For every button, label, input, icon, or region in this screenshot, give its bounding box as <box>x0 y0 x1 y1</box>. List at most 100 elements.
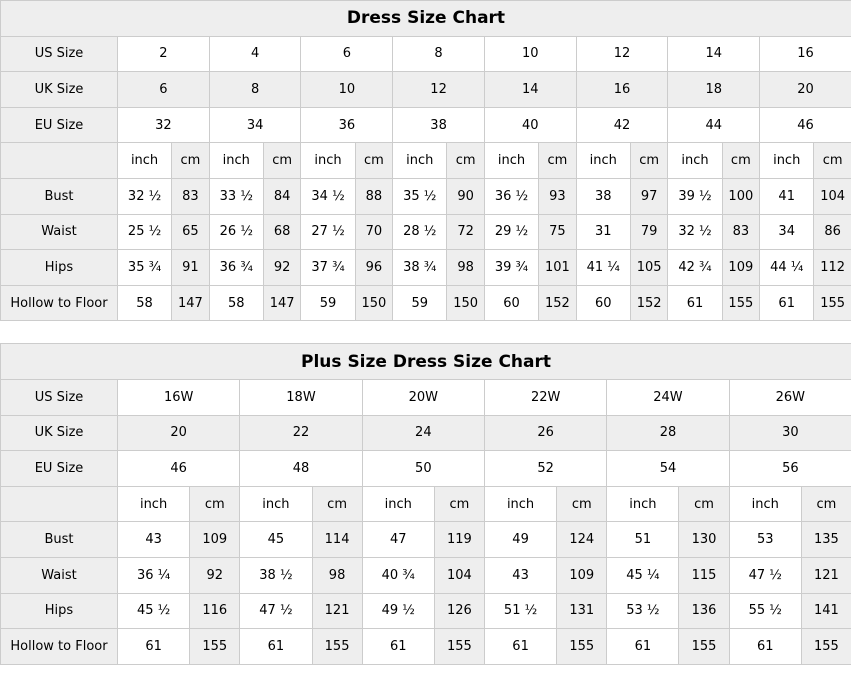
table-row: inch cm inch cm inch cm inch cm inch cm inch cm <box>0 485 851 523</box>
measure-cell-cm: 114 <box>311 521 363 558</box>
measure-cell-cm: 155 <box>800 628 851 665</box>
unit-cell-cm: cm <box>311 485 363 523</box>
table-row: Bust 43 109 45 114 47 119 49 124 51 130 53 135 <box>0 521 851 558</box>
unit-cell-cm: cm <box>556 485 608 523</box>
size-cell: 26 <box>483 414 608 452</box>
hollow-to-floor-label: Hollow to Floor <box>0 284 118 322</box>
unit-cell-inch: inch <box>300 142 356 179</box>
measure-cell-inch: 49 ½ <box>361 592 435 630</box>
measure-cell-inch: 25 ½ <box>116 213 173 251</box>
measure-cell-inch: 51 ½ <box>483 592 558 630</box>
unit-row-label <box>0 142 118 179</box>
measure-cell-cm: 83 <box>721 213 761 251</box>
measure-cell-cm: 115 <box>678 556 730 594</box>
measure-cell-cm: 150 <box>354 284 394 322</box>
size-cell: 36 <box>300 106 394 144</box>
size-cell: 16 <box>575 71 669 108</box>
measure-cell-inch: 61 <box>728 628 802 665</box>
eu-size-label: EU Size <box>0 450 118 487</box>
measure-cell-cm: 68 <box>262 213 302 251</box>
plus-size-dress-size-chart-table: Plus Size Dress Size Chart US Size 16W 18W 2… <box>0 343 851 665</box>
measure-cell-inch: 60 <box>483 284 540 322</box>
unit-cell-inch: inch <box>728 485 802 523</box>
size-cell: 44 <box>667 106 761 144</box>
measure-cell-cm: 155 <box>189 628 241 665</box>
unit-cell-cm: cm <box>721 142 761 179</box>
measure-cell-inch: 47 ½ <box>239 592 313 630</box>
measure-cell-cm: 83 <box>171 177 210 215</box>
size-cell: 54 <box>606 450 730 487</box>
waist-label: Waist <box>0 213 118 251</box>
size-cell: 46 <box>759 106 851 144</box>
table-row: Waist 36 ¼ 92 38 ½ 98 40 ¾ 104 43 109 45 ¼ 115 47 ½… <box>0 556 851 594</box>
size-cell: 52 <box>483 450 608 487</box>
measure-cell-inch: 47 ½ <box>728 556 802 594</box>
measure-cell-inch: 58 <box>208 284 264 322</box>
measure-cell-inch: 61 <box>239 628 313 665</box>
size-cell: 6 <box>117 71 210 108</box>
size-cell: 20W <box>361 378 485 416</box>
measure-cell-inch: 31 <box>575 213 631 251</box>
us-size-label: US Size <box>0 35 118 73</box>
size-cell: 16 <box>759 35 851 73</box>
unit-row-label <box>0 485 118 523</box>
measure-cell-inch: 33 ½ <box>208 177 264 215</box>
unit-cell-cm: cm <box>354 142 394 179</box>
measure-cell-cm: 96 <box>354 249 394 286</box>
table-row: inch cm inch cm inch cm inch cm inch cm inch cm inch… <box>0 142 851 179</box>
unit-cell-inch: inch <box>606 485 680 523</box>
measure-cell-cm: 91 <box>171 249 210 286</box>
table-row: US Size 2 4 6 8 10 12 14 16 <box>0 35 851 73</box>
unit-cell-cm: cm <box>171 142 210 179</box>
measure-cell-inch: 61 <box>483 628 558 665</box>
measure-cell-inch: 35 ½ <box>392 177 448 215</box>
us-size-label: US Size <box>0 378 118 416</box>
measure-cell-inch: 58 <box>116 284 173 322</box>
chart-title: Plus Size Dress Size Chart <box>0 343 851 380</box>
measure-cell-inch: 61 <box>667 284 723 322</box>
hips-label: Hips <box>0 249 118 286</box>
table-row: UK Size 20 22 24 26 28 30 <box>0 414 851 452</box>
size-cell: 4 <box>208 35 302 73</box>
unit-cell-cm: cm <box>813 142 851 179</box>
size-cell: 20 <box>759 71 851 108</box>
measure-cell-inch: 53 ½ <box>606 592 680 630</box>
measure-cell-cm: 100 <box>721 177 761 215</box>
measure-cell-inch: 40 ¾ <box>361 556 435 594</box>
size-cell: 14 <box>483 71 577 108</box>
measure-cell-cm: 65 <box>171 213 210 251</box>
size-cell: 10 <box>300 71 394 108</box>
measure-cell-inch: 61 <box>116 628 191 665</box>
size-cell: 22 <box>239 414 363 452</box>
measure-cell-cm: 90 <box>446 177 485 215</box>
measure-cell-cm: 109 <box>556 556 608 594</box>
measure-cell-inch: 61 <box>606 628 680 665</box>
measure-cell-cm: 97 <box>629 177 669 215</box>
table-row: Hips 45 ½ 116 47 ½ 121 49 ½ 126 51 ½ 131 53 ½ 136 5… <box>0 592 851 630</box>
measure-cell-inch: 32 ½ <box>116 177 173 215</box>
measure-cell-inch: 59 <box>392 284 448 322</box>
unit-cell-inch: inch <box>667 142 723 179</box>
measure-cell-cm: 124 <box>556 521 608 558</box>
measure-cell-inch: 38 ¾ <box>392 249 448 286</box>
measure-cell-cm: 136 <box>678 592 730 630</box>
size-cell: 6 <box>300 35 394 73</box>
uk-size-label: UK Size <box>0 71 118 108</box>
measure-cell-cm: 93 <box>538 177 577 215</box>
unit-cell-cm: cm <box>678 485 730 523</box>
waist-label: Waist <box>0 556 118 594</box>
measure-cell-inch: 32 ½ <box>667 213 723 251</box>
measure-cell-cm: 109 <box>721 249 761 286</box>
hips-label: Hips <box>0 592 118 630</box>
measure-cell-cm: 141 <box>800 592 851 630</box>
measure-cell-cm: 98 <box>446 249 485 286</box>
unit-cell-cm: cm <box>262 142 302 179</box>
size-cell: 24W <box>606 378 730 416</box>
unit-cell-inch: inch <box>116 485 191 523</box>
bust-label: Bust <box>0 521 118 558</box>
unit-cell-cm: cm <box>629 142 669 179</box>
measure-cell-inch: 38 ½ <box>239 556 313 594</box>
measure-cell-cm: 126 <box>433 592 485 630</box>
measure-cell-cm: 152 <box>629 284 669 322</box>
measure-cell-cm: 155 <box>813 284 851 322</box>
